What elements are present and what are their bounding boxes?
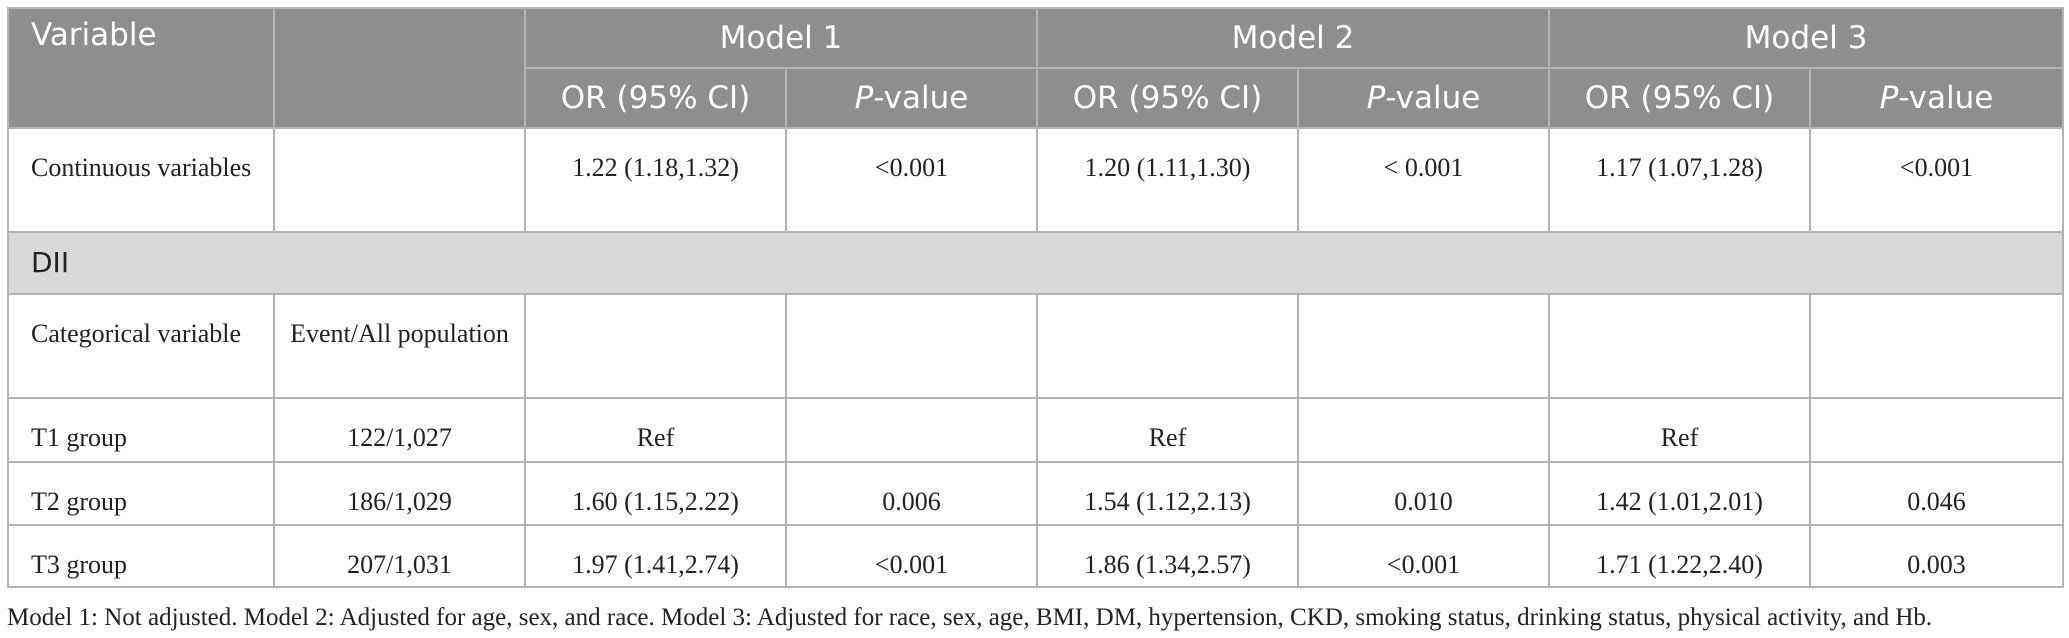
table-row: Continuous variables 1.22 (1.18,1.32) <0.0…	[7, 127, 2064, 233]
table-cell: 207/1,031	[273, 524, 526, 588]
table-cell	[1297, 293, 1550, 399]
table-cell: 0.003	[1809, 524, 2064, 588]
table-cell	[273, 127, 526, 233]
table-cell: <0.001	[785, 127, 1038, 233]
table-body: Continuous variables 1.22 (1.18,1.32) <0.0…	[7, 127, 2064, 588]
model-header: Model 1	[524, 7, 1038, 69]
table-cell: 0.046	[1809, 461, 2064, 526]
table-cell: T2 group	[7, 461, 275, 526]
table-cell: < 0.001	[1297, 127, 1550, 233]
p-header: P-value	[1809, 67, 2064, 129]
or-header: OR (95% CI)	[1036, 67, 1299, 129]
or-header: OR (95% CI)	[524, 67, 787, 129]
table-cell: Continuous variables	[7, 127, 275, 233]
p-italic: P	[1879, 80, 1899, 116]
table-cell: <0.001	[1297, 524, 1550, 588]
table-cell: 0.006	[785, 461, 1038, 526]
table-cell: Categorical variable	[7, 293, 275, 399]
table-row: T3 group 207/1,031 1.97 (1.41,2.74) <0.001 1…	[7, 524, 2064, 588]
results-table: Variable Model 1 Model 2 Model 3 OR (95% CI)…	[7, 7, 2064, 588]
table-header: Variable Model 1 Model 2 Model 3 OR (95% CI)…	[7, 7, 2064, 129]
model-header: Model 3	[1548, 7, 2064, 69]
table-cell: <0.001	[785, 524, 1038, 588]
table-cell: Ref	[1548, 397, 1811, 463]
p-italic: P	[854, 80, 874, 116]
header-row: OR (95% CI) P-value OR (95% CI) P-value OR (…	[8, 67, 2064, 129]
table-cell: <0.001	[1809, 127, 2064, 233]
p-rest: -value	[1898, 80, 1994, 116]
p-header: P-value	[785, 67, 1038, 129]
table-cell: Event/All population	[273, 293, 526, 399]
table-row: T2 group 186/1,029 1.60 (1.15,2.22) 0.006 1.…	[7, 461, 2064, 526]
table-cell	[524, 293, 787, 399]
table-cell: 1.86 (1.34,2.57)	[1036, 524, 1299, 588]
table-cell: 1.17 (1.07,1.28)	[1548, 127, 1811, 233]
table-cell: 0.010	[1297, 461, 1550, 526]
table-cell	[1036, 293, 1299, 399]
table-cell: Ref	[1036, 397, 1299, 463]
table-cell: 186/1,029	[273, 461, 526, 526]
table-cell: Ref	[524, 397, 787, 463]
table-cell: 1.54 (1.12,2.13)	[1036, 461, 1299, 526]
footnote: Model 1: Not adjusted. Model 2: Adjusted…	[7, 604, 1933, 631]
table-cell: T1 group	[7, 397, 275, 463]
table-cell: 1.20 (1.11,1.30)	[1036, 127, 1299, 233]
section-cell: DII	[7, 231, 2064, 295]
table-cell	[785, 293, 1038, 399]
table-cell: 1.42 (1.01,2.01)	[1548, 461, 1811, 526]
table-cell	[1809, 397, 2064, 463]
table-row: Categorical variable Event/All population	[7, 293, 2064, 399]
table-cell: 1.60 (1.15,2.22)	[524, 461, 787, 526]
p-italic: P	[1366, 80, 1386, 116]
header-cell	[273, 7, 526, 129]
p-header: P-value	[1297, 67, 1550, 129]
table-row: T1 group 122/1,027 Ref Ref Ref	[7, 397, 2064, 463]
table-cell	[1297, 397, 1550, 463]
table-cell	[785, 397, 1038, 463]
table-cell	[1809, 293, 2064, 399]
p-rest: -value	[873, 80, 969, 116]
table-cell	[1548, 293, 1811, 399]
table-row: DII	[7, 231, 2064, 295]
table-cell: 122/1,027	[273, 397, 526, 463]
header-cell: Variable	[7, 7, 275, 129]
p-rest: -value	[1385, 80, 1481, 116]
model-header: Model 2	[1036, 7, 1550, 69]
table-cell: T3 group	[7, 524, 275, 588]
table-cell: 1.71 (1.22,2.40)	[1548, 524, 1811, 588]
table-cell: 1.97 (1.41,2.74)	[524, 524, 787, 588]
or-header: OR (95% CI)	[1548, 67, 1811, 129]
table-cell: 1.22 (1.18,1.32)	[524, 127, 787, 233]
header-row: Variable Model 1 Model 2 Model 3	[7, 7, 2064, 129]
